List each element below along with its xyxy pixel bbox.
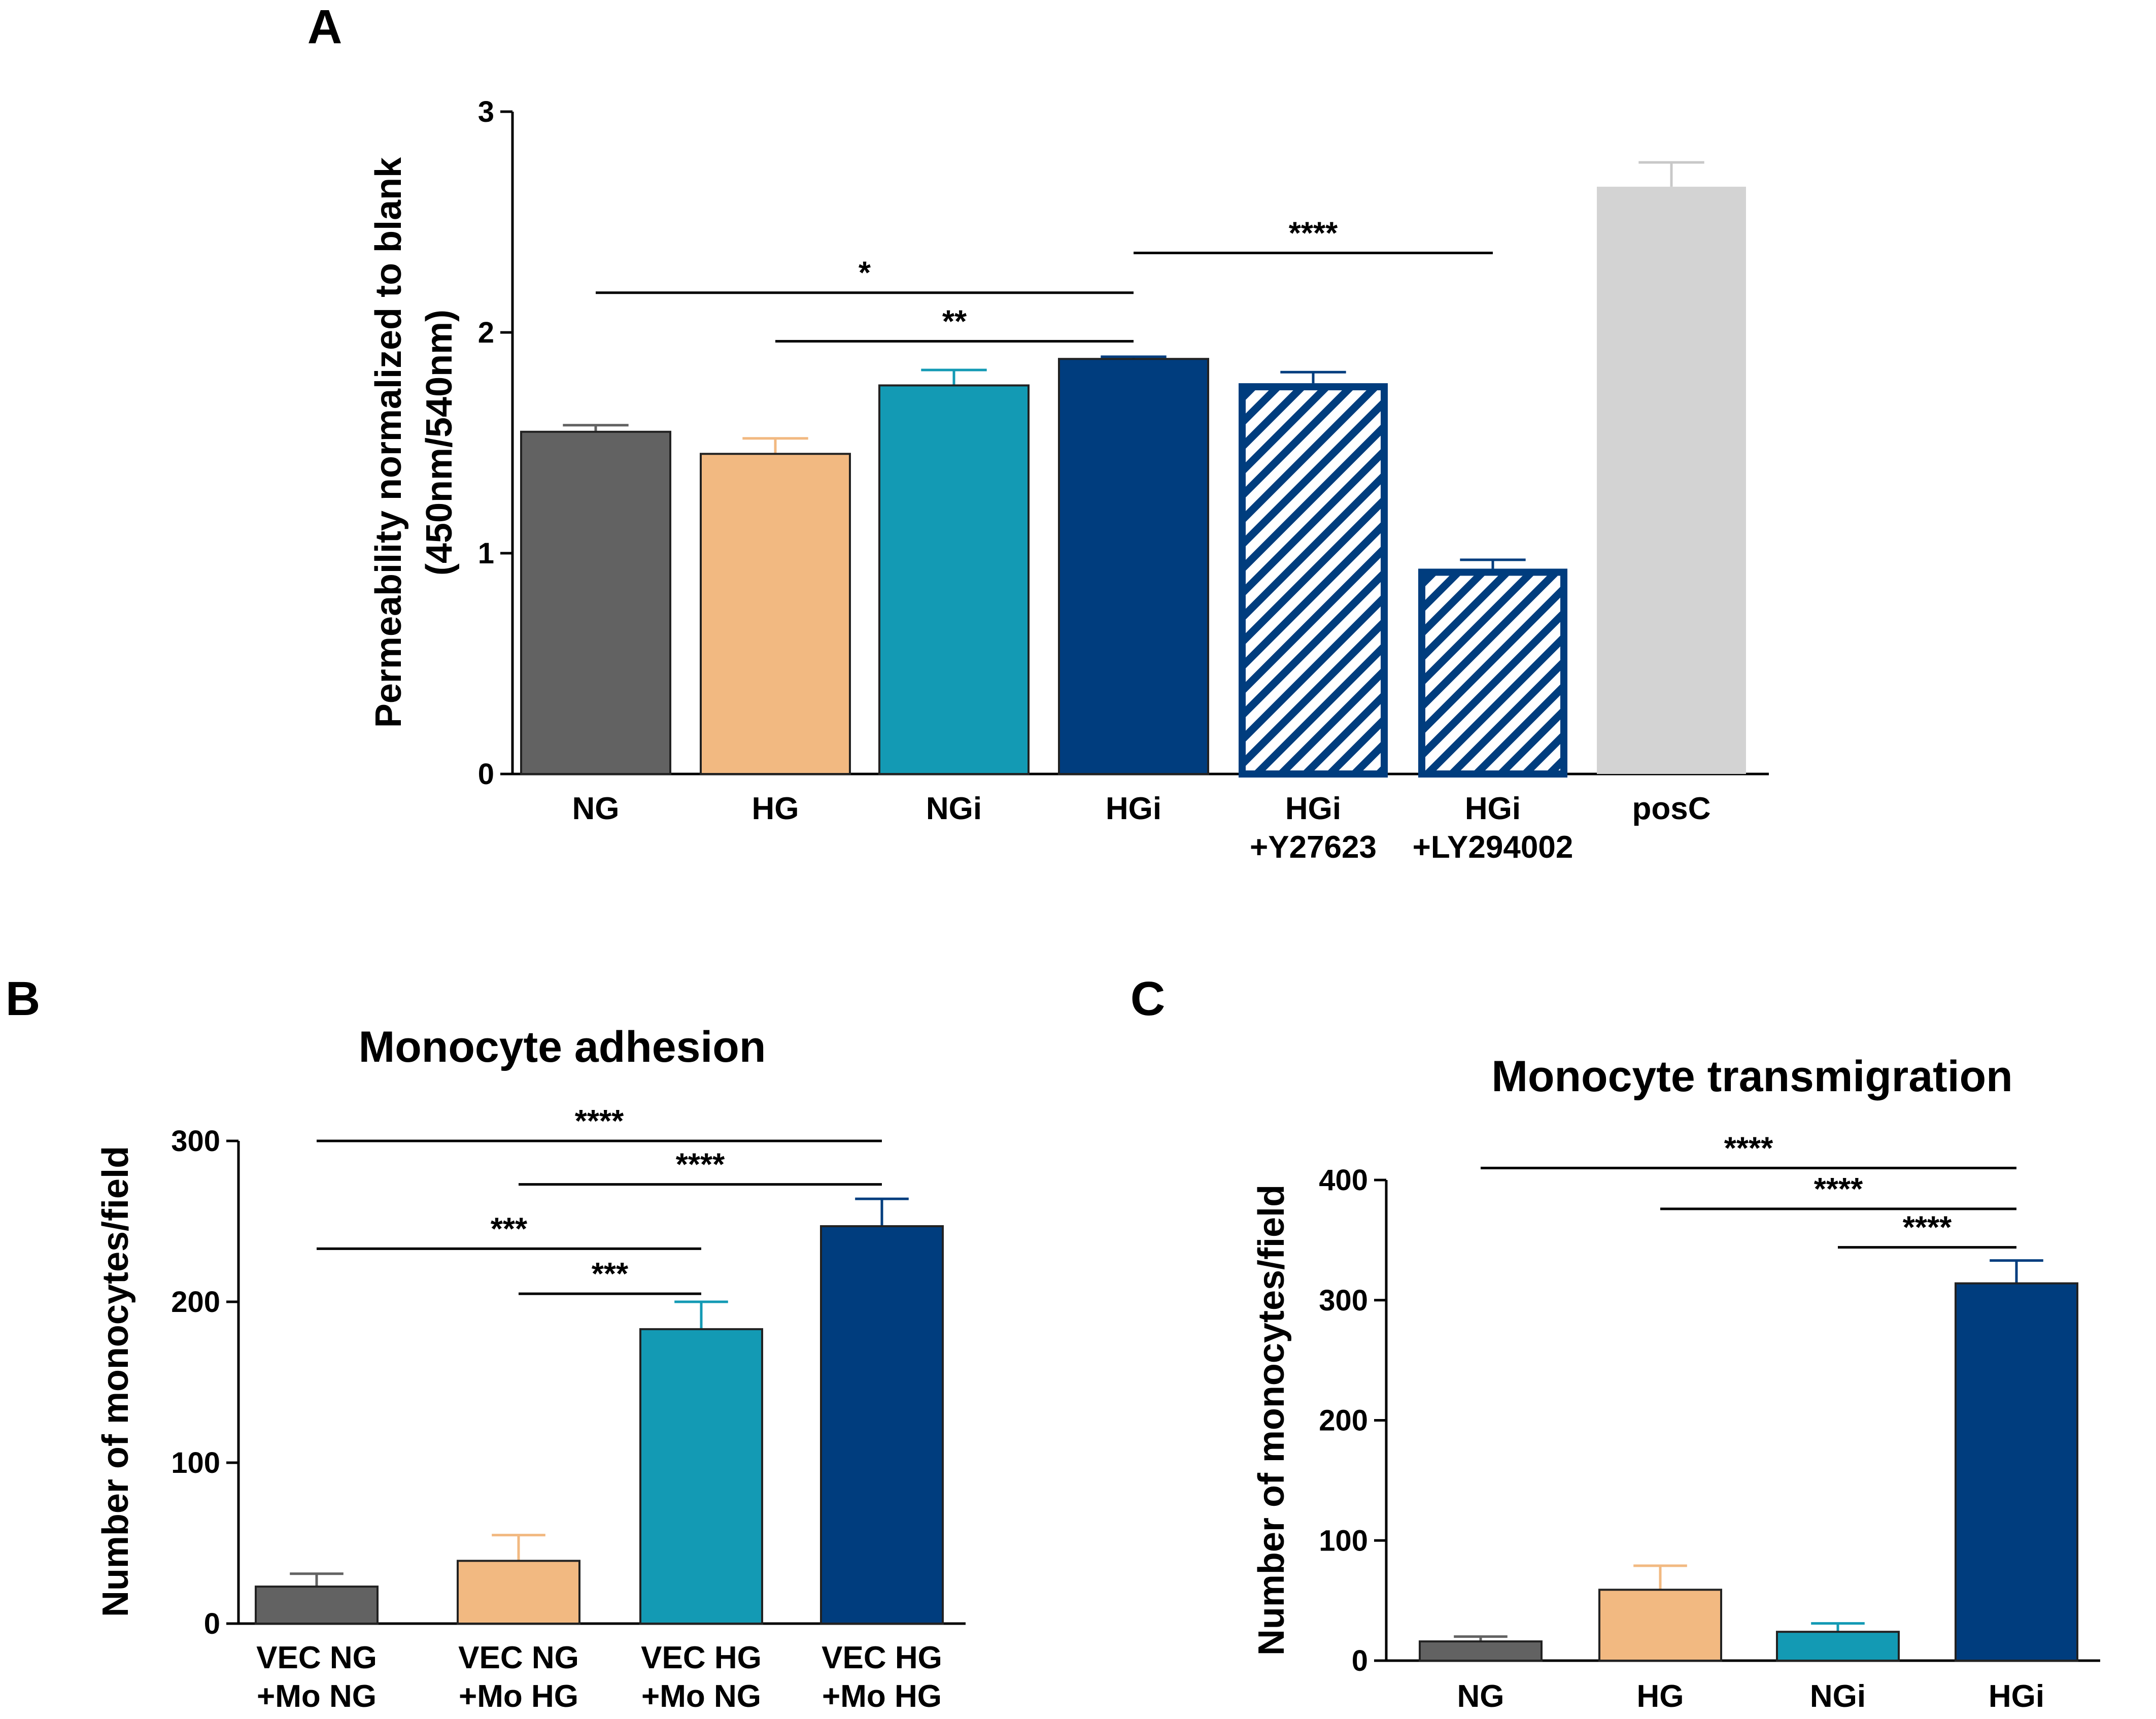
bar: [457, 1560, 580, 1625]
x-category-label: HGi: [1285, 791, 1341, 826]
bar: [700, 453, 851, 775]
y-tick-label: 200: [1319, 1404, 1368, 1437]
y-tick-label: 2: [478, 316, 494, 349]
bar: [520, 430, 671, 775]
bar: [1239, 383, 1388, 778]
y-axis-title: Permeability normalized to blank: [368, 157, 409, 728]
x-category-label: HG: [752, 791, 799, 826]
bar: [639, 1328, 763, 1625]
y-tick-label: 100: [171, 1446, 220, 1479]
chart-panel-c: C Monocyte transmigration Number of monocy…: [1131, 972, 2100, 1714]
bar: [1955, 1282, 2078, 1662]
y-tick-label: 100: [1319, 1524, 1368, 1557]
x-category-label: HGi: [1465, 791, 1521, 826]
y-tick-label: 300: [171, 1125, 220, 1158]
bar: [1597, 186, 1746, 774]
chart-panel-a: A Permeability normalized to blank (450nm/…: [307, 0, 1769, 865]
significance-label: **: [942, 304, 967, 339]
y-axis-title: Number of monocytes/field: [1251, 1185, 1292, 1656]
chart-title: Monocyte adhesion: [359, 1023, 766, 1071]
x-category-label: NG: [572, 791, 620, 826]
significance-label: ***: [592, 1257, 629, 1292]
y-tick-label: 0: [478, 758, 494, 791]
x-category-label: VEC HG: [641, 1640, 762, 1675]
significance-label: ****: [1903, 1210, 1952, 1245]
panel-letter: B: [6, 972, 41, 1026]
bar: [1776, 1631, 1900, 1662]
y-tick-label: 400: [1319, 1164, 1368, 1197]
y-axis-title: Number of monocytes/field: [95, 1146, 136, 1617]
x-category-label: NGi: [926, 791, 982, 826]
x-category-label: VEC NG: [458, 1640, 579, 1675]
y-tick-label: 1: [478, 537, 494, 570]
x-category-label: NGi: [1810, 1679, 1866, 1714]
significance-label: ****: [1289, 216, 1338, 251]
x-category-label: HGi: [1989, 1679, 2044, 1714]
y-tick-label: 3: [478, 95, 494, 128]
significance-label: ****: [1724, 1131, 1773, 1166]
bar: [820, 1225, 944, 1625]
x-category-label: +Mo HG: [459, 1679, 578, 1714]
x-category-label: +Mo NG: [257, 1679, 377, 1714]
panel-letter: A: [307, 0, 343, 54]
x-category-label: +Mo HG: [822, 1679, 942, 1714]
bar: [878, 384, 1030, 775]
x-category-label: HG: [1637, 1679, 1684, 1714]
x-category-label: HGi: [1106, 791, 1161, 826]
significance-label: ****: [676, 1148, 725, 1183]
bar: [1419, 1640, 1543, 1662]
bar: [1058, 358, 1209, 775]
x-category-label: NG: [1457, 1679, 1504, 1714]
chart-title: Monocyte transmigration: [1491, 1052, 2012, 1101]
significance-label: *: [859, 256, 871, 291]
x-category-label: posC: [1632, 791, 1711, 826]
significance-label: ****: [575, 1104, 624, 1139]
x-category-label: +LY294002: [1413, 830, 1573, 865]
y-tick-label: 300: [1319, 1284, 1368, 1317]
bar: [1418, 568, 1567, 778]
x-category-label: +Y27623: [1250, 830, 1377, 865]
y-axis-title: (450nm/540nm): [419, 310, 460, 576]
bar: [1598, 1589, 1722, 1662]
chart-panel-b: B Monocyte adhesion Number of monocytes/fi…: [6, 972, 966, 1714]
x-category-label: VEC NG: [256, 1640, 377, 1675]
significance-label: ****: [1814, 1172, 1863, 1207]
y-tick-label: 200: [171, 1286, 220, 1319]
significance-label: ***: [491, 1211, 528, 1246]
y-tick-label: 0: [1352, 1644, 1368, 1677]
y-tick-label: 0: [204, 1607, 220, 1640]
x-category-label: VEC HG: [822, 1640, 942, 1675]
x-category-label: +Mo NG: [641, 1679, 761, 1714]
panel-letter: C: [1131, 972, 1166, 1026]
bar: [255, 1586, 379, 1625]
